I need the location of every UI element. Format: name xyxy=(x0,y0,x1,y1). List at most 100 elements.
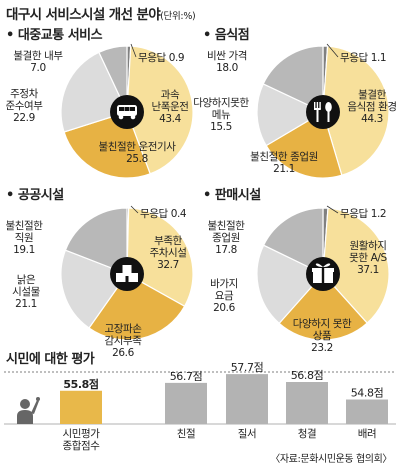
pie-title: • 대중교통 서비스 xyxy=(6,28,103,43)
pie-slice-slice-3 xyxy=(278,273,368,341)
pie-slice-slice-2 xyxy=(126,207,194,308)
pie-label-slice-3: 불친절한 운전기사 xyxy=(98,140,176,153)
bar-3 xyxy=(226,374,268,424)
bar-2 xyxy=(165,382,207,424)
gift-ribbon xyxy=(321,268,325,283)
bar-category-label: 배려 xyxy=(358,428,377,440)
pie-label-slice-5: 불친절한 xyxy=(207,219,245,232)
pie-label-slice-3: 다양하지 못한 xyxy=(293,317,352,330)
pie-slice-slice-4 xyxy=(256,83,325,147)
pie-value-slice-4: 21.1 xyxy=(15,298,37,310)
fork-neck xyxy=(314,108,321,110)
pie-label-no-answer: 무응답 0.9 xyxy=(138,52,184,64)
bar-value-label: 57.7점 xyxy=(231,361,264,374)
bar-category-label-1: 종합점수 xyxy=(62,440,100,452)
pie-label-slice-4: 바가지 xyxy=(210,278,238,290)
pie-slice-slice-2 xyxy=(126,45,194,175)
pie-value-slice-3: 25.8 xyxy=(126,153,148,165)
pie-label-slice-3: 불친절한 종업원 xyxy=(250,150,318,163)
leader-line xyxy=(130,205,139,214)
bar-category-label: 질서 xyxy=(238,428,257,440)
bar-value-label: 56.7점 xyxy=(170,370,203,383)
leader-line xyxy=(326,205,339,214)
pie-value-slice-2: 32.7 xyxy=(157,259,179,271)
pie-slice-slice-4 xyxy=(256,244,324,325)
pie-value-slice-5: 17.8 xyxy=(215,244,237,256)
bus-window xyxy=(119,107,124,111)
pie-label-slice-5: 불친절한 xyxy=(5,219,43,232)
pie-label-slice-5-1: 종업원 xyxy=(212,231,240,244)
spoon-handle xyxy=(327,111,330,122)
pie-value-slice-4: 22.9 xyxy=(13,112,35,124)
pie-slice-slice-5 xyxy=(262,45,324,113)
pie-label-slice-2-1: 못한 A/S xyxy=(349,252,387,264)
pie-label-slice-2: 원활하지 xyxy=(349,239,386,252)
pie-slice-slice-5 xyxy=(98,45,128,113)
pie-title: • 음식점 xyxy=(203,27,249,43)
bar-category-label: 친절 xyxy=(177,427,196,440)
pie-label-no-answer: 무응답 0.4 xyxy=(140,208,187,220)
pie-label-slice-3-1: 상품 xyxy=(313,330,332,342)
pie-label-slice-2: 과속 xyxy=(161,89,180,101)
fork-handle xyxy=(316,109,319,122)
spoon-bowl xyxy=(325,102,332,112)
bar-value-label: 56.8점 xyxy=(291,369,324,382)
leader-line xyxy=(130,43,137,58)
pie-label-slice-2: 불결한 xyxy=(358,89,387,101)
bus-wheel xyxy=(118,114,124,120)
pie-slice-slice-2 xyxy=(322,45,390,177)
bus-window xyxy=(130,107,135,111)
pie-value-slice-5: 18.0 xyxy=(216,62,238,74)
bar-value-label: 55.8점 xyxy=(63,377,98,391)
pie-label-slice-4: 낡은 xyxy=(17,274,36,286)
pie-label-slice-5: 비싼 가격 xyxy=(207,49,247,62)
pie-value-slice-2: 44.3 xyxy=(361,113,383,125)
pie-label-slice-4: 주정차 xyxy=(10,88,39,100)
bus-wheel xyxy=(130,114,136,120)
pie-label-no-answer: 무응답 1.1 xyxy=(340,52,386,64)
person-body xyxy=(17,410,33,424)
page-title-text: 대구시 서비스시설 개선 분야 xyxy=(6,7,161,23)
pie-slice-slice-5 xyxy=(262,207,324,275)
pie-label-slice-3-1: 감시부족 xyxy=(104,335,142,347)
person-hand xyxy=(36,397,40,401)
bar-value-label: 54.8점 xyxy=(351,387,384,400)
pie-value-slice-3: 23.2 xyxy=(311,342,333,354)
pie-slice-slice-3 xyxy=(88,273,186,341)
pie-label-slice-2-1: 난폭운전 xyxy=(151,101,188,113)
source-note: 〈자료:문화시민운동 협의회〉 xyxy=(270,454,392,465)
pie-label-slice-2-1: 주차시설 xyxy=(149,247,186,259)
pie-label-slice-4-1: 메뉴 xyxy=(212,109,231,121)
bar-category-label: 청결 xyxy=(298,428,317,440)
page-title: 대구시 서비스시설 개선 분야(단위:%) xyxy=(6,3,196,23)
fork-tine xyxy=(316,102,319,109)
pie-value-slice-4: 15.5 xyxy=(210,121,232,133)
pie-label-no-answer: 무응답 1.2 xyxy=(340,208,386,220)
pie-value-slice-2: 43.4 xyxy=(159,113,181,125)
bus-window xyxy=(124,107,130,111)
pie-label-slice-2: 부족한 xyxy=(154,235,183,247)
bar-5 xyxy=(346,399,388,424)
pie-value-slice-3: 21.1 xyxy=(273,163,295,175)
person-raising-hand-icon xyxy=(17,397,40,424)
building-door xyxy=(125,276,129,282)
pie-value-slice-5: 7.0 xyxy=(30,62,46,74)
pie-label-slice-3: 고장파손 xyxy=(104,323,142,335)
bar-4 xyxy=(286,382,328,424)
pie-slice-slice-5 xyxy=(64,207,128,275)
fork-tine xyxy=(314,102,316,109)
person-head xyxy=(20,399,30,409)
pie-value-slice-5: 19.1 xyxy=(13,244,35,256)
person-arm xyxy=(31,400,39,414)
pie-slice-slice-2 xyxy=(322,207,390,324)
pie-value-slice-3: 26.6 xyxy=(112,347,134,359)
gift-bow-right xyxy=(323,263,331,267)
pie-label-slice-5: 불결한 내부 xyxy=(13,50,63,62)
pie-label-slice-4-1: 요금 xyxy=(215,290,234,302)
